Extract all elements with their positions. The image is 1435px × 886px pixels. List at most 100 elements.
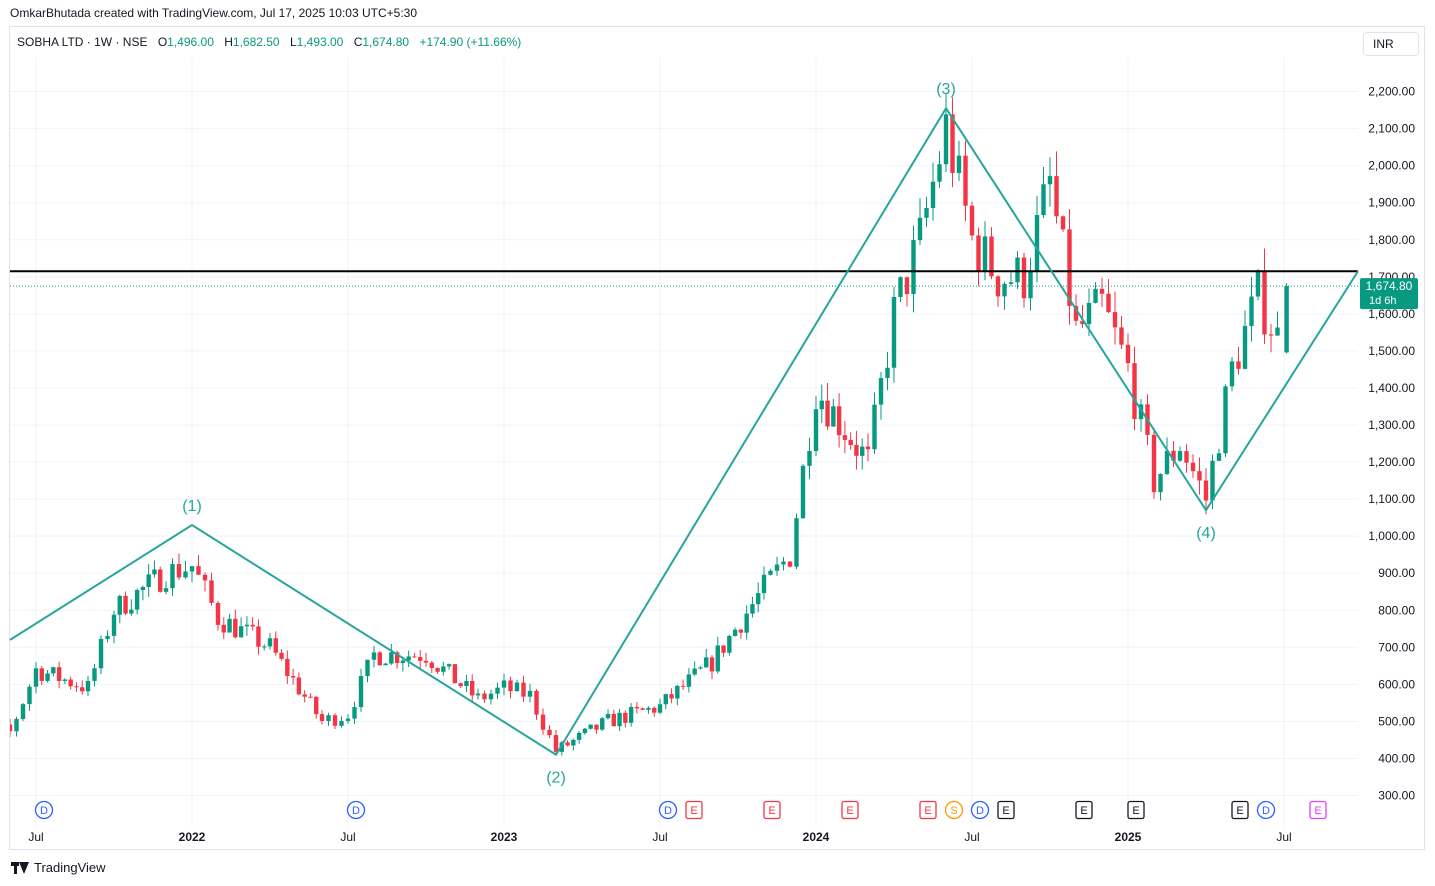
candle-body: [1197, 471, 1202, 481]
candle-body: [412, 656, 417, 658]
candle: [1119, 315, 1124, 350]
candle-body: [1255, 270, 1261, 297]
candle: [446, 663, 452, 670]
candle-body: [475, 693, 481, 696]
candle-body: [600, 718, 605, 730]
elliott-wave-path: [9, 106, 1359, 757]
candle-body: [774, 564, 780, 571]
candle: [458, 682, 463, 688]
candle: [209, 572, 214, 606]
candle: [383, 662, 388, 666]
candle: [85, 675, 91, 697]
candle-body: [1223, 386, 1228, 454]
candle-body: [937, 164, 942, 182]
candle: [1284, 283, 1289, 354]
candle: [1184, 444, 1189, 473]
candle-body: [0, 725, 1, 726]
x-tick-label: Jul: [1276, 830, 1291, 844]
y-tick-label: 2,100.00: [1368, 122, 1415, 136]
tradingview-brand[interactable]: TradingView: [11, 860, 106, 875]
candle: [1021, 252, 1027, 308]
candle: [1060, 215, 1066, 232]
candle: [582, 728, 588, 735]
chart-frame: [9, 26, 1425, 850]
candle: [1015, 251, 1020, 289]
candle-body: [634, 706, 640, 709]
candle: [1151, 430, 1157, 499]
earnings-marker-icon: [1231, 800, 1249, 820]
candle: [1203, 468, 1209, 515]
candle-body: [709, 657, 715, 672]
candle-body: [594, 724, 599, 730]
event-marker-d: D: [346, 800, 366, 820]
candle-body: [233, 618, 238, 638]
candle-body: [565, 742, 570, 746]
close-label: C: [353, 35, 363, 49]
candle-body: [326, 715, 331, 722]
candle: [976, 227, 981, 286]
symbol-name[interactable]: SOBHA LTD · 1W · NSE: [17, 35, 148, 49]
candle-body: [950, 114, 955, 173]
candle-body: [256, 626, 261, 647]
candle-body: [1275, 327, 1280, 336]
candle-body: [202, 574, 208, 581]
candle: [781, 556, 786, 571]
candle-body: [652, 707, 657, 713]
event-marker-s: S: [944, 800, 964, 820]
candle: [842, 421, 848, 454]
candle: [56, 661, 62, 689]
candle: [872, 392, 877, 454]
candle-body: [123, 595, 128, 614]
candle: [105, 630, 110, 643]
candle: [189, 566, 195, 583]
candle-body: [482, 693, 487, 700]
event-marker-d: D: [1256, 800, 1276, 820]
event-marker-letter: D: [664, 805, 672, 817]
candle-body: [898, 277, 903, 297]
candle-body: [675, 685, 680, 699]
candle-body: [692, 668, 697, 675]
dividend-marker-icon: [970, 800, 990, 820]
candle-body: [663, 694, 668, 705]
candle: [319, 710, 325, 725]
candle: [744, 605, 749, 640]
candle: [358, 668, 364, 712]
candle: [45, 670, 50, 683]
candle: [917, 198, 923, 245]
candle: [250, 617, 255, 631]
candle: [807, 437, 812, 480]
candle: [1093, 282, 1098, 304]
candle-body: [657, 704, 663, 713]
candle-body: [501, 680, 507, 688]
candle-body: [1158, 473, 1163, 493]
candle: [68, 676, 73, 690]
y-tick-label: 700.00: [1378, 640, 1415, 654]
dividend-marker-icon: [34, 800, 54, 820]
candle-body: [794, 518, 799, 567]
candle-body: [1184, 451, 1189, 463]
candle-body: [20, 704, 26, 719]
currency-button[interactable]: INR: [1363, 32, 1419, 56]
y-tick-label: 1,300.00: [1368, 418, 1415, 432]
candle-body: [158, 569, 163, 592]
candle-body: [1236, 361, 1241, 369]
candle: [1164, 437, 1170, 476]
candle-body: [495, 687, 500, 694]
candle-body: [62, 679, 68, 681]
candle: [1028, 257, 1033, 311]
close-value: 1,674.80: [362, 35, 410, 49]
candle: [1132, 346, 1137, 431]
candle-body: [588, 724, 593, 729]
candle: [389, 643, 394, 666]
earnings-marker-icon: [685, 800, 703, 820]
event-marker-letter: E: [924, 805, 931, 817]
candle-body: [930, 181, 936, 209]
candle: [1216, 448, 1222, 462]
candle-body: [332, 715, 338, 726]
candle: [256, 619, 261, 655]
candle: [709, 655, 715, 680]
x-tick-label: 2023: [491, 830, 518, 844]
x-tick-label: 2025: [1115, 830, 1142, 844]
candle: [1158, 473, 1163, 501]
